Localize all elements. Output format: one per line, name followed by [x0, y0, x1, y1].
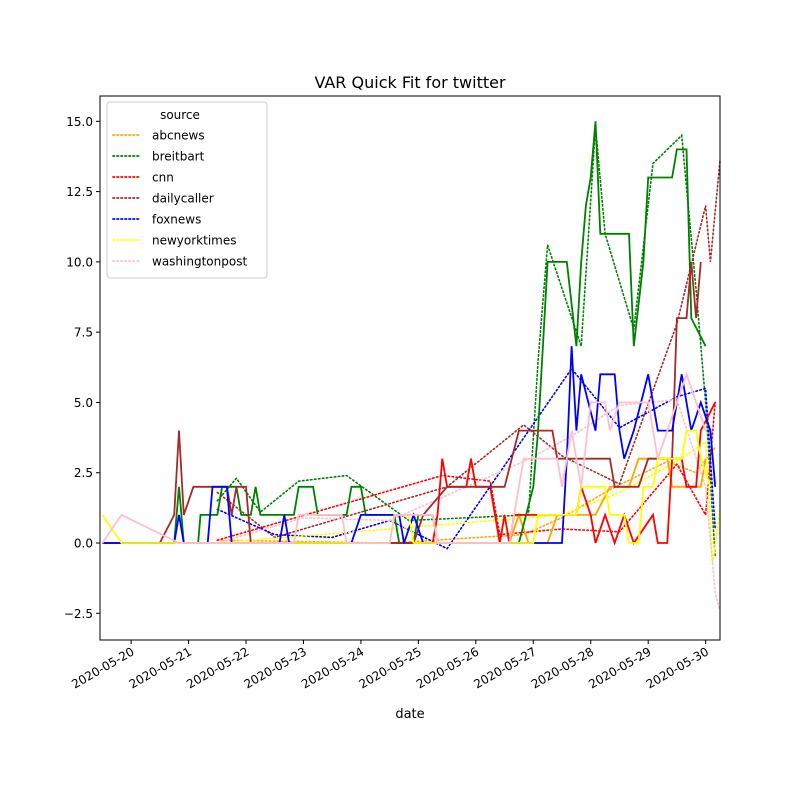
- y-tick-label: 15.0: [66, 115, 93, 129]
- plot-area-frame: [99, 95, 721, 641]
- x-axis-label: date: [395, 707, 424, 722]
- legend: source abcnews breitbart cnn dailycaller foxn…: [106, 101, 268, 279]
- series-actual-foxnews: [102, 346, 717, 544]
- y-tick-label: 2.5: [74, 466, 93, 480]
- y-tick-label: 7.5: [74, 326, 93, 340]
- chart-title: VAR Quick Fit for twitter: [314, 73, 506, 92]
- series-fit-dailycaller: [216, 159, 721, 539]
- legend-label-cnn: cnn: [152, 171, 174, 185]
- series-actual-breitbart: [102, 121, 707, 544]
- legend-box: [106, 101, 268, 279]
- legend-label-newyorktimes: newyorktimes: [152, 234, 237, 248]
- legend-label-washingtonpost: washingtonpost: [152, 255, 247, 269]
- y-tick-label: −2.5: [64, 607, 93, 621]
- series-fit-breitbart: [216, 126, 717, 558]
- y-axis: −2.5 0.0 2.5 5.0 7.5 10.0 12.5 15.0: [64, 115, 100, 621]
- series-layer: [101, 121, 721, 612]
- series-actual-washingtonpost: [101, 371, 707, 544]
- legend-label-breitbart: breitbart: [152, 150, 205, 164]
- legend-title: source: [160, 108, 200, 122]
- y-tick-label: 5.0: [74, 396, 93, 410]
- legend-label-dailycaller: dailycaller: [152, 192, 214, 206]
- series-fit-cnn: [216, 401, 717, 542]
- series-fit-foxnews: [216, 367, 717, 550]
- legend-label-foxnews: foxnews: [152, 213, 201, 227]
- y-tick-label: 0.0: [74, 537, 93, 551]
- legend-label-abcnews: abcnews: [152, 129, 205, 143]
- y-tick-label: 12.5: [66, 185, 93, 199]
- y-tick-label: 10.0: [66, 255, 93, 269]
